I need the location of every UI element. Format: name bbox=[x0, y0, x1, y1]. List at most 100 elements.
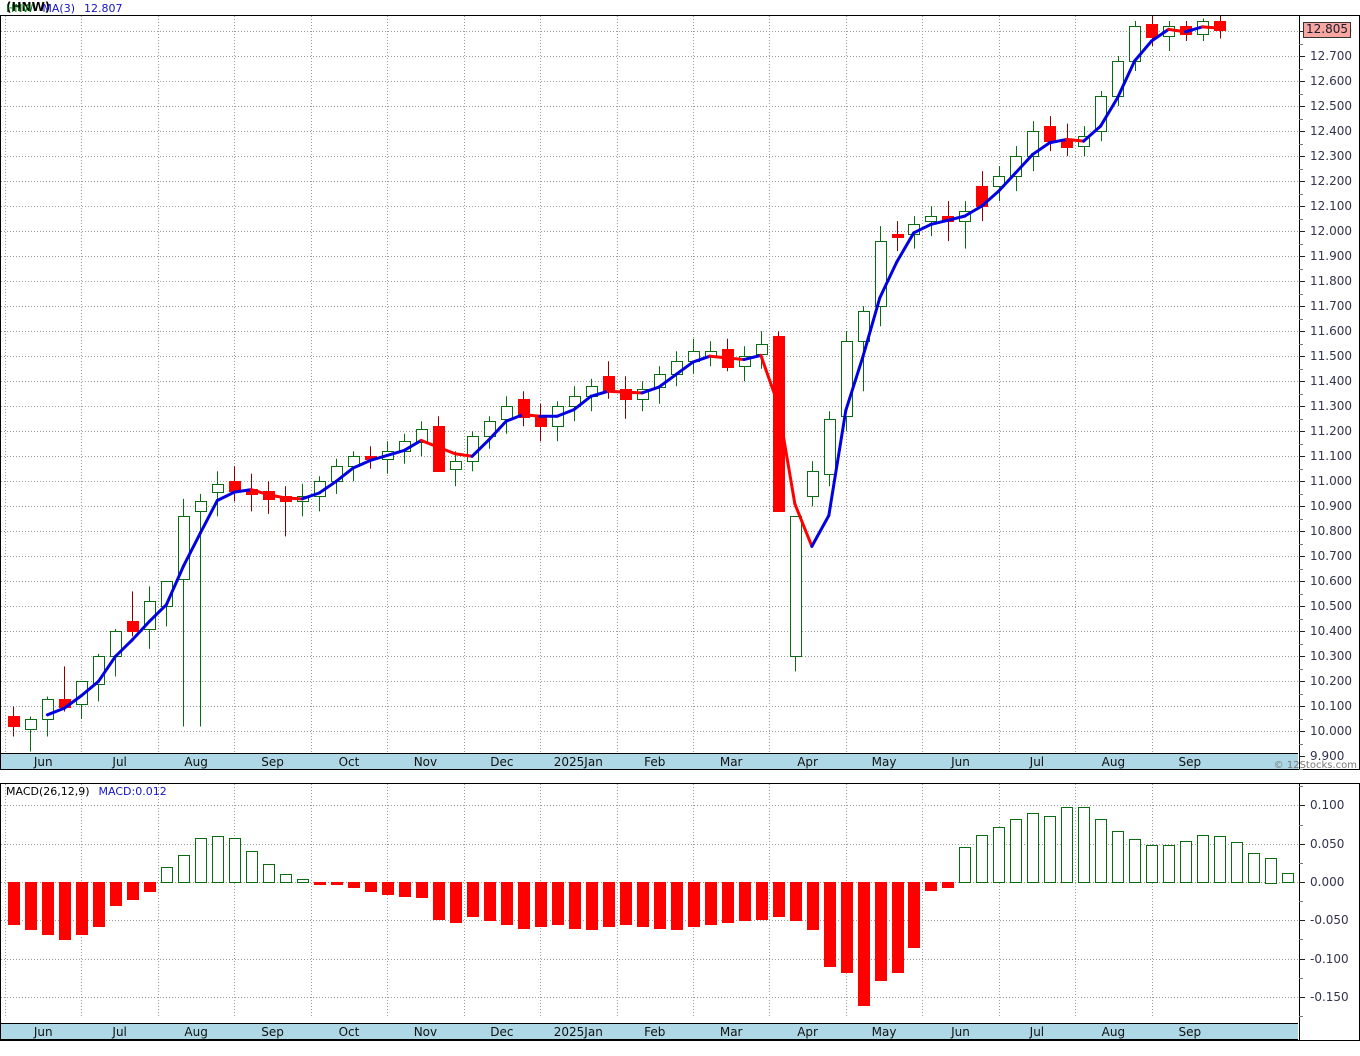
price-axis-label: 10.100 bbox=[1310, 699, 1352, 714]
price-axis-label: 12.200 bbox=[1310, 174, 1352, 189]
price-axis-tick bbox=[1299, 581, 1305, 582]
price-axis-tick bbox=[1299, 431, 1305, 432]
price-axis-label: 9.900 bbox=[1310, 749, 1345, 764]
macd-axis-label: -0.150 bbox=[1310, 989, 1349, 1004]
month-label: Jun bbox=[951, 755, 970, 769]
price-x-axis-month-band: Jun Jul Aug Sep Oct Nov Dec 2025Jan Feb Mar Apr May… bbox=[1, 753, 1298, 770]
macd-axis-label: -0.100 bbox=[1310, 951, 1349, 966]
price-axis-minor-tick bbox=[1299, 244, 1303, 245]
legend-macd-indicator: MACD(26,12,9) bbox=[6, 785, 90, 798]
macd-axis-minor-tick bbox=[1299, 1016, 1303, 1017]
macd-axis-label: 0.000 bbox=[1310, 875, 1345, 889]
price-axis-minor-tick bbox=[1299, 69, 1303, 70]
price-axis-label: 11.400 bbox=[1310, 374, 1352, 389]
price-axis-tick bbox=[1299, 256, 1305, 257]
macd-plot-area[interactable] bbox=[1, 784, 1298, 1016]
month-label: Feb bbox=[644, 1025, 666, 1039]
price-axis-tick bbox=[1299, 106, 1305, 107]
price-axis-label: 10.000 bbox=[1310, 724, 1352, 739]
price-axis-tick bbox=[1299, 481, 1305, 482]
price-axis-tick bbox=[1299, 606, 1305, 607]
price-axis-tick bbox=[1299, 456, 1305, 457]
price-axis-minor-tick bbox=[1299, 269, 1303, 270]
macd-histogram-svg bbox=[1, 784, 1298, 1016]
price-axis-label: 10.600 bbox=[1310, 574, 1352, 589]
macd-legend: MACD(26,12,9) MACD:0.012 bbox=[6, 786, 176, 798]
price-axis-tick bbox=[1299, 706, 1305, 707]
month-label: Aug bbox=[1101, 1025, 1126, 1039]
price-axis-tick bbox=[1299, 156, 1305, 157]
macd-axis-minor-tick bbox=[1299, 863, 1303, 864]
legend-symbol: HNW bbox=[6, 2, 34, 15]
price-axis-minor-tick bbox=[1299, 344, 1303, 345]
price-axis-tick bbox=[1299, 131, 1305, 132]
price-axis-minor-tick bbox=[1299, 494, 1303, 495]
price-axis-label: 11.300 bbox=[1310, 399, 1352, 414]
month-label: Jul bbox=[112, 1025, 127, 1039]
price-axis-tick bbox=[1299, 681, 1305, 682]
macd-axis-tick bbox=[1299, 920, 1305, 921]
legend-ma-value: 12.807 bbox=[84, 2, 123, 15]
month-label: Mar bbox=[719, 1025, 743, 1039]
price-axis-tick bbox=[1299, 381, 1305, 382]
price-axis-minor-tick bbox=[1299, 519, 1303, 520]
price-legend: HNW MA(3) 12.807 bbox=[6, 3, 132, 15]
price-axis-minor-tick bbox=[1299, 369, 1303, 370]
price-axis-label: 12.500 bbox=[1310, 99, 1352, 114]
month-label: Aug bbox=[184, 1025, 208, 1039]
price-plot-area[interactable] bbox=[1, 16, 1298, 769]
price-axis-minor-tick bbox=[1299, 594, 1303, 595]
price-axis-label: 10.700 bbox=[1310, 549, 1352, 564]
month-label: Dec bbox=[490, 1025, 514, 1039]
price-axis-minor-tick bbox=[1299, 319, 1303, 320]
price-axis-minor-tick bbox=[1299, 569, 1303, 570]
macd-y-axis: 0.100 0.050 0.000 -0.050 -0.100 -0.150 bbox=[1299, 784, 1360, 1040]
month-label: Nov bbox=[413, 755, 438, 769]
month-label: Jul bbox=[1029, 1025, 1045, 1039]
price-axis-minor-tick bbox=[1299, 669, 1303, 670]
month-label: Oct bbox=[338, 1025, 360, 1039]
month-label: Nov bbox=[413, 1025, 438, 1039]
price-axis-tick bbox=[1299, 506, 1305, 507]
price-axis-minor-tick bbox=[1299, 219, 1303, 220]
price-axis-minor-tick bbox=[1299, 644, 1303, 645]
price-axis-minor-tick bbox=[1299, 544, 1303, 545]
price-axis-label: 10.300 bbox=[1310, 649, 1352, 664]
price-axis-tick bbox=[1299, 181, 1305, 182]
price-axis-label: 12.000 bbox=[1310, 224, 1352, 239]
price-axis-label: 12.600 bbox=[1310, 74, 1352, 89]
price-axis-minor-tick bbox=[1299, 119, 1303, 120]
price-axis-label: 10.200 bbox=[1310, 674, 1352, 689]
price-axis-label: 10.400 bbox=[1310, 624, 1352, 639]
macd-axis-label: -0.050 bbox=[1310, 913, 1349, 928]
price-axis-minor-tick bbox=[1299, 744, 1303, 745]
month-label: Sep bbox=[261, 755, 284, 769]
price-axis-tick bbox=[1299, 756, 1305, 757]
month-label: 2025Jan bbox=[553, 755, 603, 769]
price-axis-label: 11.700 bbox=[1310, 299, 1352, 314]
macd-x-axis-month-band: Jun Jul Aug Sep Oct Nov Dec 2025Jan Feb Mar Apr May… bbox=[1, 1023, 1298, 1040]
legend-macd-value: MACD:0.012 bbox=[98, 785, 167, 798]
price-y-axis: 12.80012.70012.60012.50012.40012.30012.2… bbox=[1299, 16, 1360, 770]
price-axis-minor-tick bbox=[1299, 169, 1303, 170]
current-price-tag: 12.805 bbox=[1303, 21, 1351, 38]
month-label: Jul bbox=[112, 755, 127, 769]
month-label: Apr bbox=[797, 755, 818, 769]
month-label: Mar bbox=[719, 755, 743, 769]
macd-axis-label: 0.050 bbox=[1310, 836, 1345, 851]
title-bar: (HNW) bbox=[0, 0, 1360, 15]
price-axis-tick bbox=[1299, 531, 1305, 532]
macd-axis-minor-tick bbox=[1299, 825, 1303, 826]
price-axis-minor-tick bbox=[1299, 719, 1303, 720]
price-axis-tick bbox=[1299, 206, 1305, 207]
price-axis-minor-tick bbox=[1299, 44, 1303, 45]
page-title: (HNW) bbox=[6, 0, 51, 14]
month-label: Sep bbox=[261, 1025, 284, 1039]
macd-axis-tick bbox=[1299, 959, 1305, 960]
price-axis-tick bbox=[1299, 406, 1305, 407]
month-label: Jul bbox=[1029, 755, 1045, 769]
price-axis-label: 11.600 bbox=[1310, 324, 1352, 339]
price-axis-label: 10.800 bbox=[1310, 524, 1352, 539]
price-axis-tick bbox=[1299, 331, 1305, 332]
month-label: Sep bbox=[1178, 755, 1202, 769]
